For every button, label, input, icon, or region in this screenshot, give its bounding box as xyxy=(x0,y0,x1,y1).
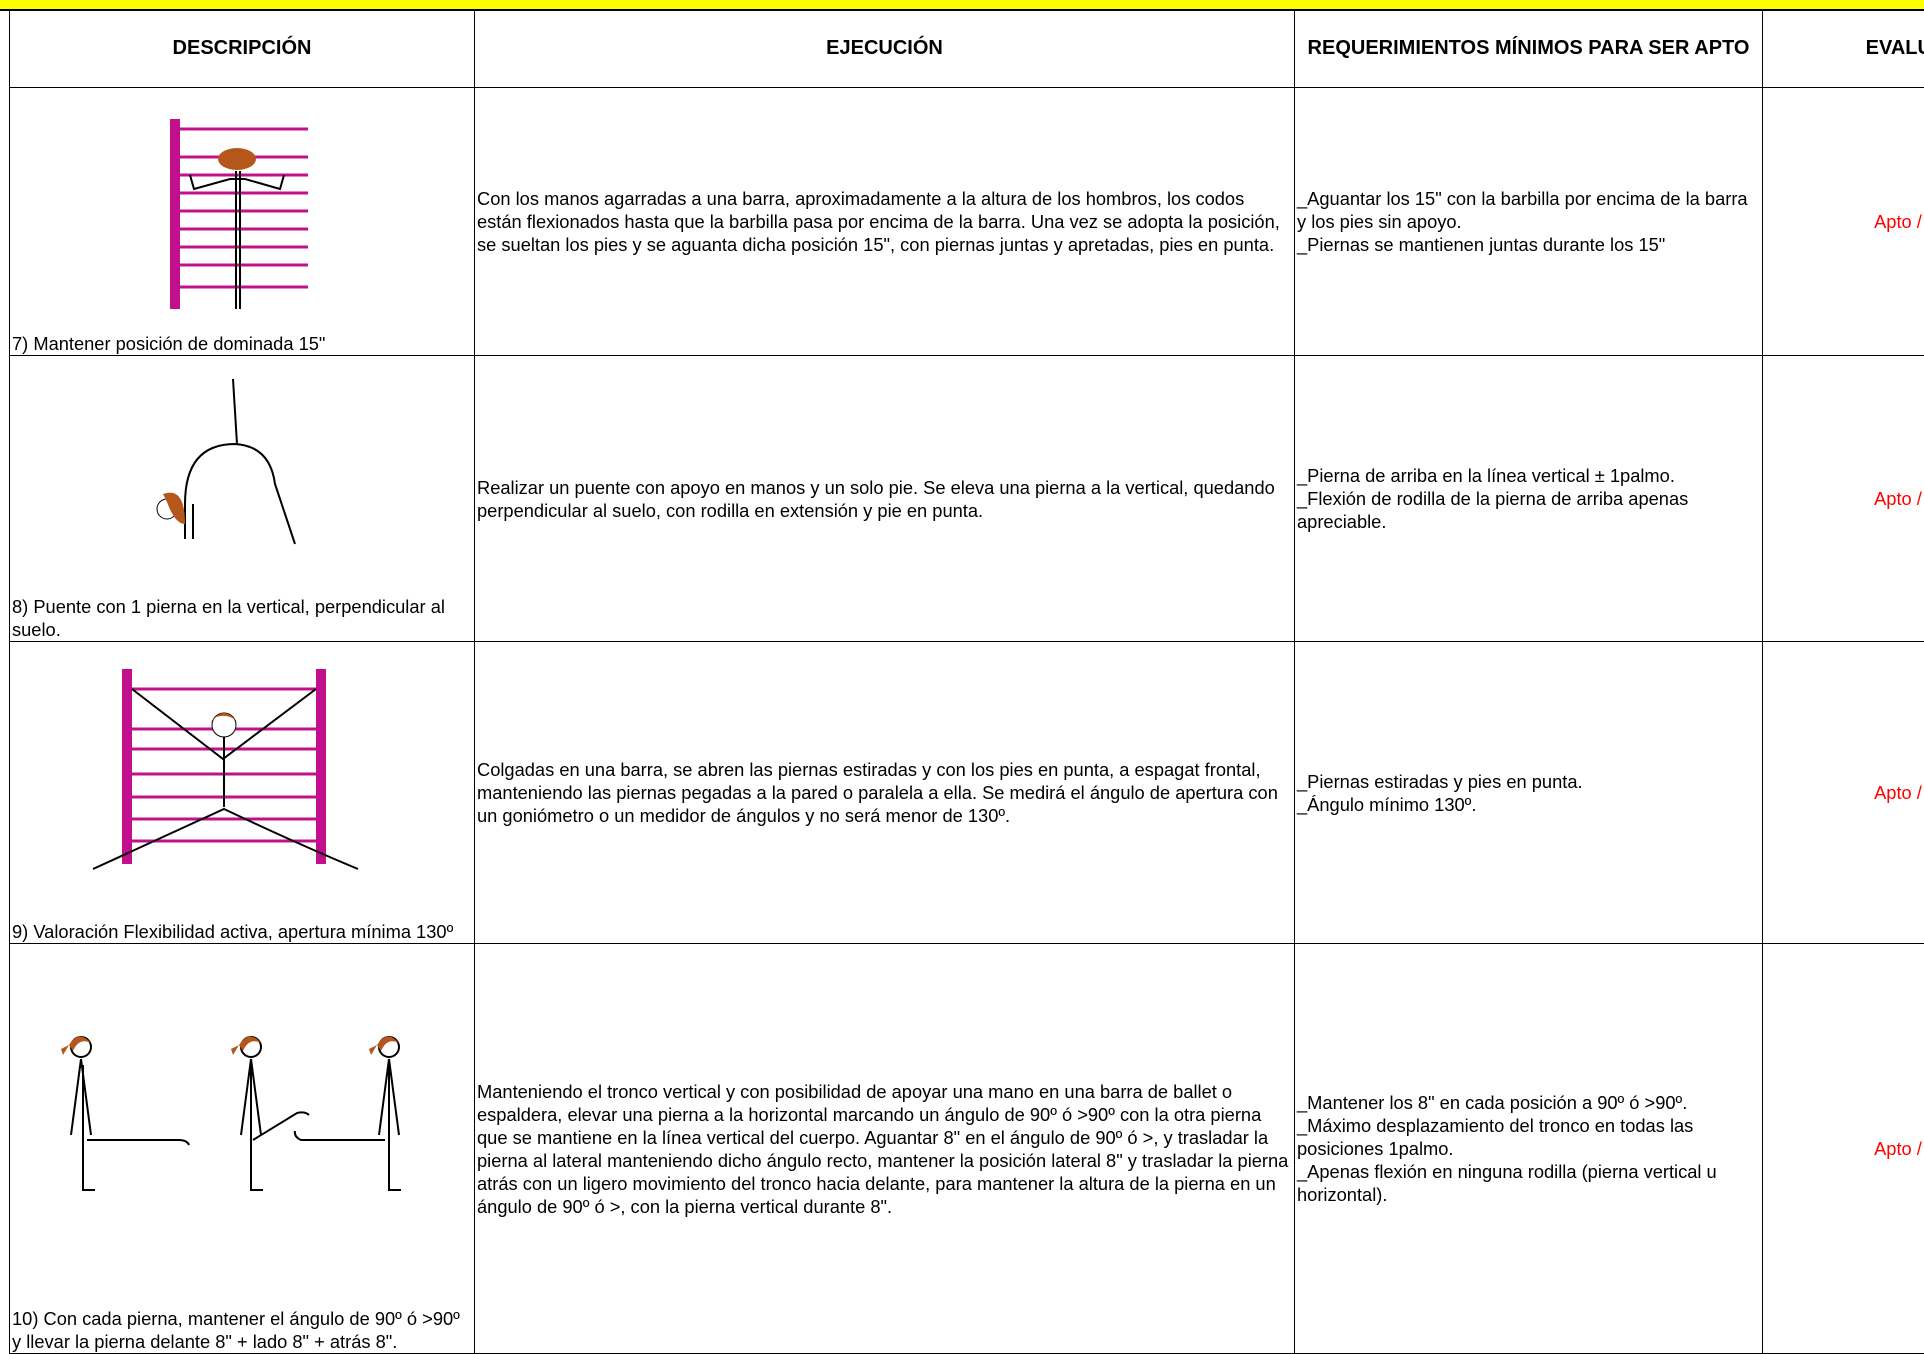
illustration-split xyxy=(92,669,359,870)
execution-cell: Manteniendo el tronco vertical y con pos… xyxy=(475,944,1295,1354)
requirement: _Ángulo mínimo 130º. xyxy=(1297,793,1477,815)
requirement: _Flexión de rodilla de la pierna de arri… xyxy=(1297,488,1689,532)
requirement: _Apenas flexión en ninguna rodilla (pier… xyxy=(1297,1161,1717,1205)
column-header: EJECUCIÓN xyxy=(475,10,1295,88)
requirements-list: _Aguantar los 15" con la barbilla por en… xyxy=(1297,187,1760,256)
description-cell: 9) Valoración Flexibilidad activa, apert… xyxy=(10,642,475,944)
illustration-leg-raise xyxy=(61,1036,401,1191)
requirements-cell: _Piernas estiradas y pies en punta. _Ángu… xyxy=(1295,642,1763,944)
illustration-pullup xyxy=(170,119,308,309)
requirements-list: _Piernas estiradas y pies en punta. _Ángu… xyxy=(1297,770,1583,816)
column-header: DESCRIPCIÓN xyxy=(10,10,475,88)
yellow-banner xyxy=(0,0,1924,11)
requirements-list: _Pierna de arriba en la línea vertical ±… xyxy=(1297,464,1760,533)
description-cell: 10) Con cada pierna, mantener el ángulo … xyxy=(10,944,475,1354)
execution-cell: Realizar un puente con apoyo en manos y … xyxy=(475,356,1295,642)
requirements-cell: _Mantener los 8" en cada posición a 90º … xyxy=(1295,944,1763,1354)
evaluation-cell: Apto / no apto xyxy=(1763,88,1924,356)
requirement: _Piernas se mantienen juntas durante los… xyxy=(1297,234,1666,255)
table-border xyxy=(9,10,10,1354)
illustration-bridge xyxy=(156,378,296,545)
requirement: _Mantener los 8" en cada posición a 90º … xyxy=(1297,1092,1688,1113)
execution-cell: Colgadas en una barra, se abren las pier… xyxy=(475,642,1295,944)
evaluation-cell: Apto / no apto xyxy=(1763,944,1924,1354)
evaluation-cell: Apto / no apto xyxy=(1763,356,1924,642)
requirement: _Aguantar los 15" con la barbilla por en… xyxy=(1297,188,1748,232)
evaluation-cell: Apto / no apto xyxy=(1763,642,1924,944)
description-cell: 7) Mantener posición de dominada 15" xyxy=(10,88,475,356)
column-header: EVALUACIÓN xyxy=(1763,10,1924,88)
description-cell: 8) Puente con 1 pierna en la vertical, p… xyxy=(10,356,475,642)
column-header: REQUERIMIENTOS MÍNIMOS PARA SER APTO xyxy=(1295,10,1763,88)
requirements-cell: _Aguantar los 15" con la barbilla por en… xyxy=(1295,88,1763,356)
execution-cell: Con los manos agarradas a una barra, apr… xyxy=(475,88,1295,356)
requirement: _Pierna de arriba en la línea vertical ±… xyxy=(1297,465,1675,486)
requirement: _Máximo desplazamiento del tronco en tod… xyxy=(1297,1115,1694,1159)
requirements-list: _Mantener los 8" en cada posición a 90º … xyxy=(1297,1091,1760,1206)
requirements-cell: _Pierna de arriba en la línea vertical ±… xyxy=(1295,356,1763,642)
requirement: _Piernas estiradas y pies en punta. xyxy=(1297,770,1583,792)
